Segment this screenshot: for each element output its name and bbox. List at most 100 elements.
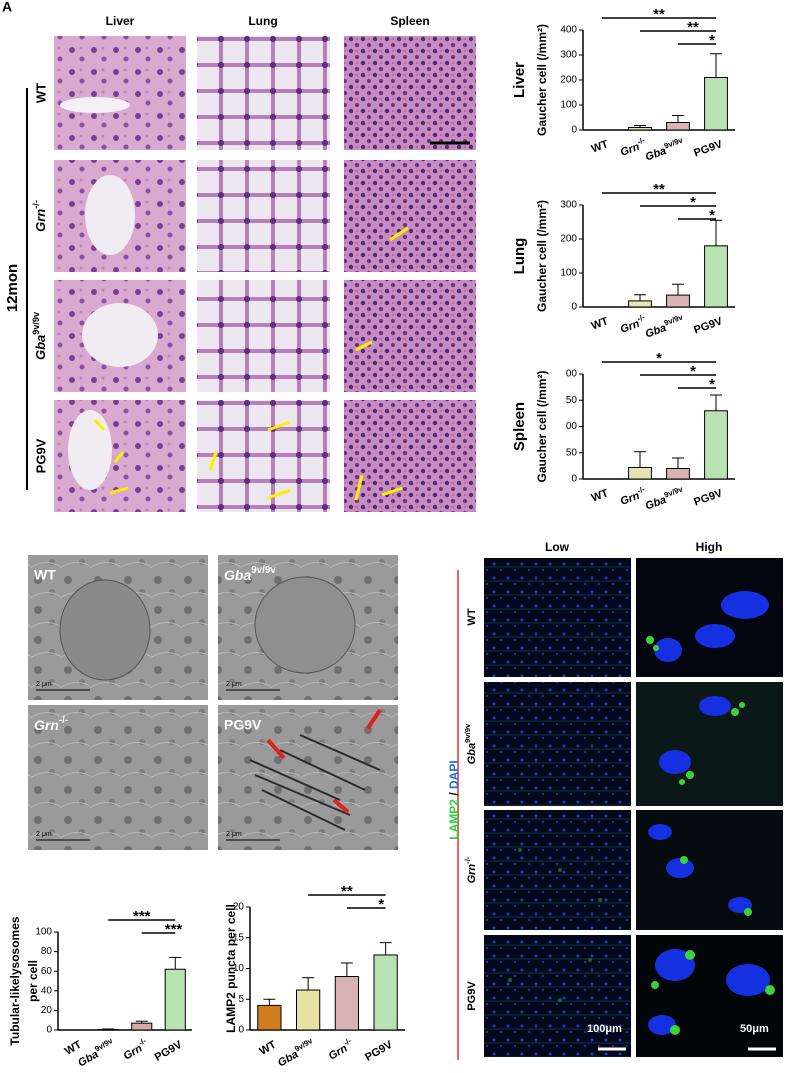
x-tick-label: PG9V [692,487,724,509]
sig-label: ** [341,883,353,900]
x-tick-label: WT [63,1039,84,1058]
bar [628,300,652,308]
y-tick-label: 00 [566,369,578,380]
micrograph [344,400,476,512]
stain-label: LAMP2 / DAPI [447,760,461,839]
scale-label: 2 μm [36,831,52,838]
bar [704,410,728,480]
age-label: 12mon [4,264,21,312]
row-label: Grn-/- [31,200,48,232]
micrograph [636,558,783,677]
micrograph [344,280,476,392]
y-tick-label: 60 [41,966,53,977]
x-tick-label: PG9V [153,1038,185,1063]
x-tick-label: Gba9v/9v [74,1035,118,1069]
sig-label: * [690,194,696,211]
stain-a: LAMP2 [447,799,461,840]
tubules [249,734,381,831]
y-tick-label: 20 [233,902,245,913]
micrograph [197,160,330,272]
y-tick-label: 50 [566,395,578,406]
x-tick-label: PG9V [363,1038,395,1063]
bar [666,122,690,131]
y-tick-label: 100 [560,100,577,111]
y-tick-label: 10 [233,963,245,974]
y-tick-label: 15 [233,932,245,943]
bar [704,245,728,308]
micrograph [28,705,208,850]
micrograph [344,160,476,272]
y-tick-label: 0 [238,1025,244,1036]
y-tick-label: 40 [41,985,53,996]
sig-label: ** [653,6,665,23]
x-tick-label: WT [590,315,610,332]
bar [628,466,652,480]
y-tick-label: 200 [560,234,577,245]
y-tick-label: 0 [46,1025,52,1036]
stain-b: DAPI [447,760,461,789]
y-tick-label: 100 [35,927,52,938]
column-label: Liver [106,14,135,28]
chart-title: Spleen [511,402,528,451]
bar [296,989,321,1031]
chart-title: Lung [511,238,528,275]
em-images [28,555,398,850]
micrograph [218,705,398,850]
x-tick-label: Gba9v/9v [643,312,687,341]
he-images [26,36,476,512]
micrograph [197,36,330,150]
bar [373,954,398,1031]
bar [131,1022,153,1031]
sig-label: * [709,207,715,224]
row-label: PG9V [466,981,478,1011]
column-label: Lung [248,14,277,28]
y-tick-label: 0 [571,125,577,136]
sig-label: * [656,350,662,367]
micrograph [197,280,330,392]
vessel [85,175,135,255]
row-label: Gba9v/9v [31,311,48,360]
x-tick-label: Gba9v/9v [643,484,687,513]
y-axis-label: Tubular-likelysosomes [8,916,22,1045]
micrograph [484,935,631,1057]
micrograph [484,810,631,930]
x-tick-label: Grn-/- [120,1036,151,1063]
sig-label: * [709,32,715,49]
x-tick-label: Grn-/- [325,1036,356,1063]
em-label: WT [34,567,56,583]
row-label: Grn-/- [463,856,478,883]
row-label: Gba9v/9v [463,723,478,764]
x-tick-label: PG9V [692,138,724,160]
em-label: PG9V [224,717,262,733]
bar [628,127,652,131]
scale-label: 50μm [740,1023,769,1035]
x-tick-label: Gba9v/9v [274,1035,318,1069]
y-axis-label: per cell [26,960,40,1002]
lamp2-puncta [646,636,775,1035]
sig-label: * [378,896,384,913]
arrows [93,226,409,501]
y-tick-label: 300 [560,50,577,61]
y-axis-label: Gaucher cell (/mm²) [535,24,549,136]
y-tick-label: 400 [560,25,577,36]
stain-sep: / [447,789,461,799]
em-label: Gba9v/9v [224,565,276,583]
nuclei [648,591,770,1035]
scale-label: 2 μm [226,831,242,838]
y-tick-label: 5 [238,994,244,1005]
micrograph [344,36,476,150]
y-tick-label: 100 [560,268,577,279]
x-tick-label: WT [590,487,610,504]
bar [666,294,690,308]
sig-label: * [690,363,696,380]
y-tick-label: 20 [41,1005,53,1016]
scale-label: 100μm [587,1023,622,1035]
scale-label: 2 μm [36,681,52,688]
micrograph [197,400,330,512]
micrograph [484,558,631,677]
row-label: PG9V [33,438,48,473]
sig-label: ** [687,19,699,36]
vessel [82,303,158,367]
column-label: High [696,540,723,554]
